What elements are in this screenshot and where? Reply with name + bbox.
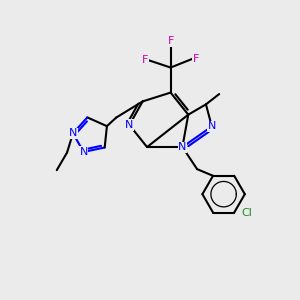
Text: F: F bbox=[193, 54, 200, 64]
Text: N: N bbox=[125, 120, 134, 130]
Text: F: F bbox=[142, 55, 148, 65]
Text: Cl: Cl bbox=[242, 208, 252, 218]
Text: N: N bbox=[208, 122, 216, 131]
Text: N: N bbox=[80, 147, 88, 157]
Text: F: F bbox=[167, 36, 174, 46]
Text: N: N bbox=[178, 142, 187, 152]
Text: N: N bbox=[69, 128, 77, 138]
